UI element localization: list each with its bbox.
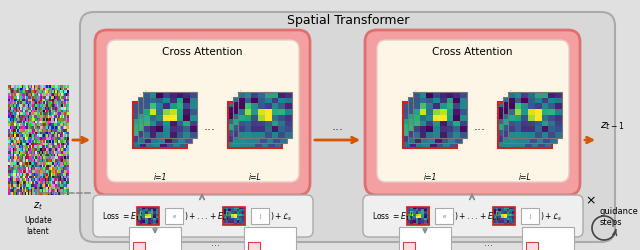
Bar — [129, 227, 181, 250]
FancyBboxPatch shape — [95, 31, 310, 195]
Bar — [133, 242, 145, 250]
Bar — [228, 102, 282, 148]
Text: J: J — [529, 214, 531, 219]
FancyBboxPatch shape — [377, 41, 569, 182]
Text: $)+\mathcal{L}_s$: $)+\mathcal{L}_s$ — [270, 210, 292, 222]
Text: ...: ... — [474, 119, 486, 132]
Bar — [238, 93, 292, 138]
Bar — [503, 98, 557, 144]
FancyBboxPatch shape — [363, 195, 583, 237]
FancyBboxPatch shape — [80, 13, 615, 242]
Bar — [165, 208, 183, 224]
FancyBboxPatch shape — [365, 31, 580, 195]
Text: · · ·: · · · — [409, 88, 419, 96]
Text: Loss $= E_1($: Loss $= E_1($ — [102, 210, 143, 222]
Text: guidance
steps: guidance steps — [600, 206, 639, 226]
Text: $z_t$: $z_t$ — [33, 199, 43, 211]
Text: ...: ... — [332, 119, 344, 132]
Bar — [413, 93, 467, 138]
Bar — [223, 207, 245, 225]
Bar — [251, 208, 269, 224]
Bar — [407, 207, 429, 225]
Bar — [233, 98, 287, 144]
Text: Loss $= E_1($: Loss $= E_1($ — [372, 210, 413, 222]
Text: $)+...+E_L($: $)+...+E_L($ — [184, 210, 230, 222]
Bar — [508, 93, 562, 138]
Bar — [408, 98, 462, 144]
Bar — [435, 208, 453, 224]
Bar — [522, 227, 574, 250]
Bar — [137, 207, 159, 225]
Text: · · ·: · · · — [504, 88, 514, 96]
Text: ...: ... — [204, 119, 216, 132]
Text: i=1: i=1 — [423, 172, 436, 181]
Text: ...: ... — [211, 237, 220, 247]
Text: · · ·: · · · — [139, 88, 149, 96]
Text: $\times$: $\times$ — [584, 194, 595, 207]
Text: i=1: i=1 — [154, 172, 166, 181]
Text: i=L: i=L — [518, 172, 531, 181]
Text: Update
latent: Update latent — [24, 216, 52, 235]
Text: e: e — [172, 214, 176, 219]
Bar — [493, 207, 515, 225]
FancyBboxPatch shape — [93, 195, 313, 237]
Text: · · ·: · · · — [234, 88, 244, 96]
Text: Spatial Transformer: Spatial Transformer — [287, 14, 409, 27]
Bar — [403, 242, 415, 250]
Text: Cross Attention: Cross Attention — [432, 47, 512, 57]
Text: $)+\mathcal{L}_s$: $)+\mathcal{L}_s$ — [540, 210, 563, 222]
Text: $)+...+E_L($: $)+...+E_L($ — [454, 210, 500, 222]
Bar — [143, 93, 197, 138]
Text: e: e — [442, 214, 445, 219]
Bar — [244, 227, 296, 250]
Bar — [403, 102, 457, 148]
Bar — [248, 242, 260, 250]
Text: i=L: i=L — [248, 172, 261, 181]
Bar — [521, 208, 539, 224]
Text: $z_{t-1}$: $z_{t-1}$ — [600, 120, 625, 131]
Bar — [498, 102, 552, 148]
Bar — [526, 242, 538, 250]
Text: ...: ... — [483, 237, 493, 247]
FancyBboxPatch shape — [107, 41, 299, 182]
Bar — [133, 102, 187, 148]
Text: Cross Attention: Cross Attention — [162, 47, 243, 57]
Bar — [138, 98, 192, 144]
Bar — [399, 227, 451, 250]
Text: J: J — [259, 214, 261, 219]
